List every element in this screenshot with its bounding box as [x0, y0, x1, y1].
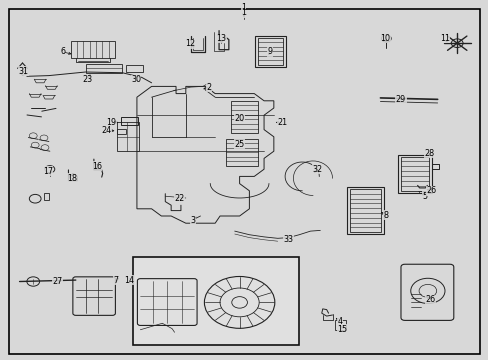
Text: 27: 27	[53, 277, 62, 286]
Text: 4: 4	[337, 317, 342, 325]
Text: 3: 3	[190, 216, 195, 225]
Bar	[230, 101, 257, 133]
Text: 28: 28	[424, 149, 433, 158]
Text: 9: 9	[267, 48, 272, 57]
Text: 16: 16	[92, 162, 102, 171]
Bar	[117, 129, 126, 134]
Text: 2: 2	[206, 83, 211, 92]
Text: 11: 11	[439, 34, 449, 43]
Text: 1: 1	[241, 3, 245, 12]
Bar	[117, 122, 139, 151]
Bar	[71, 41, 115, 58]
Bar	[44, 193, 49, 200]
Text: 20: 20	[234, 114, 244, 122]
Text: 8: 8	[383, 211, 388, 220]
Text: 33: 33	[283, 235, 293, 244]
Bar	[225, 139, 257, 166]
Text: 13: 13	[216, 34, 226, 43]
Text: 6: 6	[60, 48, 65, 57]
Bar	[255, 36, 285, 67]
Text: 7: 7	[114, 276, 119, 284]
Text: 19: 19	[106, 118, 116, 127]
Text: 23: 23	[82, 76, 92, 85]
Text: 26: 26	[425, 295, 434, 304]
Text: 21: 21	[277, 118, 287, 127]
Bar	[397, 155, 431, 193]
Text: 32: 32	[312, 165, 322, 174]
Text: 18: 18	[67, 174, 77, 183]
Bar	[133, 257, 299, 345]
Text: 12: 12	[185, 40, 195, 49]
Text: 5: 5	[422, 192, 427, 201]
Bar	[400, 157, 428, 191]
Text: 10: 10	[380, 34, 389, 43]
Bar	[257, 38, 283, 65]
Text: 22: 22	[175, 194, 184, 203]
Text: 1: 1	[241, 9, 245, 18]
Text: 25: 25	[234, 140, 244, 149]
Text: 15: 15	[337, 325, 346, 334]
Text: 17: 17	[43, 166, 53, 176]
Bar	[346, 187, 383, 234]
Bar	[126, 65, 143, 72]
Text: 29: 29	[395, 95, 405, 104]
Text: 26: 26	[426, 186, 435, 195]
Text: 31: 31	[19, 67, 28, 76]
Bar	[85, 64, 122, 73]
Bar	[349, 189, 381, 232]
Text: 14: 14	[124, 276, 134, 284]
Bar	[121, 117, 138, 125]
Text: 24: 24	[102, 126, 111, 135]
Bar	[335, 320, 346, 330]
Text: 30: 30	[131, 76, 141, 85]
